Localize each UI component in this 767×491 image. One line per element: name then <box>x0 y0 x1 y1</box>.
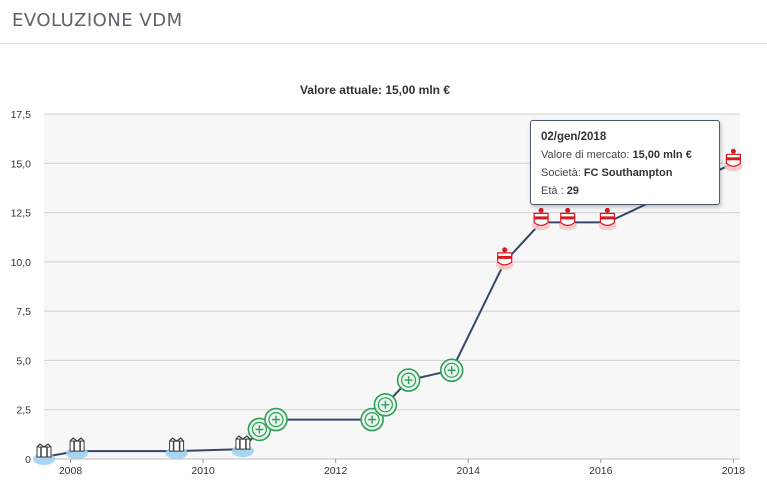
data-point-celtic[interactable] <box>360 407 384 432</box>
tooltip-value-label: Valore di mercato: <box>541 149 630 161</box>
x-tick-label: 2016 <box>589 465 613 477</box>
y-tick-label: 12,5 <box>11 208 32 220</box>
x-tick-label: 2014 <box>457 465 481 477</box>
tooltip-value: 15,00 mln € <box>632 149 692 161</box>
data-point-southampton[interactable] <box>532 207 551 231</box>
y-tick-label: 7,5 <box>16 306 31 318</box>
tooltip-club-label: Società: <box>541 167 581 179</box>
y-tick-label: 10,0 <box>11 257 32 269</box>
x-tick-label: 2018 <box>722 465 746 477</box>
x-tick-label: 2008 <box>59 465 83 477</box>
data-point-celtic[interactable] <box>373 392 398 417</box>
tooltip-age-row: Età : 29 <box>541 182 709 200</box>
data-point-newcastle[interactable] <box>231 435 254 458</box>
y-tick-label: 15,0 <box>11 158 32 170</box>
chart-tooltip: 02/gen/2018 Valore di mercato: 15,00 mln… <box>530 120 720 205</box>
chart-subtitle: Valore attuale: 15,00 mln € <box>299 83 451 97</box>
tooltip-age-label: Età : <box>541 185 564 197</box>
y-tick-label: 17,5 <box>11 109 32 121</box>
tooltip-club-row: Società: FC Southampton <box>541 164 709 182</box>
x-tick-label: 2012 <box>324 465 348 477</box>
data-point-celtic[interactable] <box>264 407 288 432</box>
data-point-southampton[interactable] <box>598 207 617 231</box>
page-title: EVOLUZIONE VDM <box>12 10 183 31</box>
data-point-newcastle[interactable] <box>66 437 89 460</box>
data-point-celtic[interactable] <box>396 368 421 392</box>
data-point-southampton[interactable] <box>558 207 577 231</box>
y-tick-label: 5,0 <box>16 355 31 367</box>
tooltip-age: 29 <box>566 185 579 197</box>
page-header: EVOLUZIONE VDM <box>0 0 767 44</box>
tooltip-date: 02/gen/2018 <box>541 131 607 143</box>
data-point-southampton[interactable] <box>724 148 743 172</box>
tooltip-club: FC Southampton <box>583 167 673 179</box>
y-tick-label: 0 <box>25 454 31 466</box>
data-point-southampton[interactable] <box>495 247 514 270</box>
data-point-newcastle[interactable] <box>165 437 188 460</box>
y-tick-label: 2,5 <box>16 405 31 417</box>
tooltip-value-row: Valore di mercato: 15,00 mln € <box>541 146 709 164</box>
x-tick-label: 2010 <box>191 465 215 477</box>
data-point-celtic[interactable] <box>439 358 464 383</box>
data-point-newcastle[interactable] <box>33 443 55 465</box>
